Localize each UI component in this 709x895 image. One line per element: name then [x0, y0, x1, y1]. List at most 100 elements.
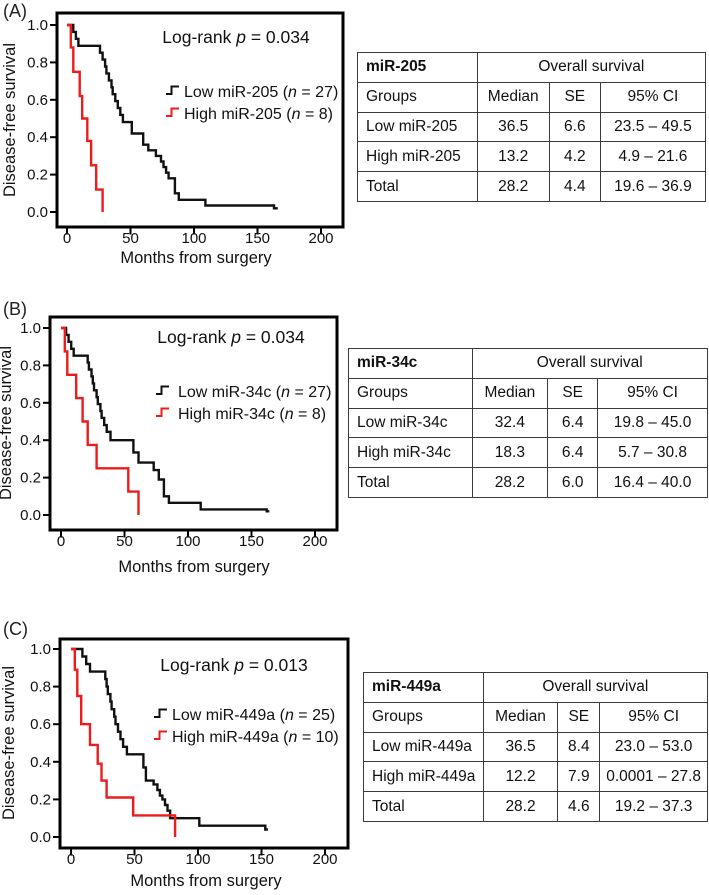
x-tick-label: 50 [122, 230, 139, 247]
se-cell: 6.4 [547, 437, 599, 469]
group-cell: Total [348, 467, 473, 498]
logrank-p-value: Log-rank p = 0.034 [162, 27, 310, 47]
legend-step-icon-high [156, 407, 169, 417]
y-tick-label: 0.0 [30, 829, 51, 846]
y-tick-label: 0.8 [27, 54, 48, 71]
legend-step-icon-high [166, 107, 179, 117]
x-axis-label: Months from surgery [130, 872, 282, 890]
median-cell: 13.2 [476, 141, 550, 173]
x-tick-label: 150 [245, 230, 270, 247]
ci-cell: 5.7 – 30.8 [597, 437, 708, 469]
km-plot-mir34c: 0 50 100 150 200 1.0 0.8 0.6 0.4 0.2 0.0 Months fro… [0, 315, 339, 576]
median-cell: 36.5 [482, 731, 559, 763]
legend-label-high: High miR-205 (n = 8) [184, 106, 333, 123]
survival-table-mir34c: miR-34c Overall survival Groups Median S… [348, 348, 708, 498]
table-row: Low miR-449a 36.5 8.4 23.0 – 53.0 [363, 731, 708, 763]
col-header-se: SE [547, 377, 599, 409]
group-cell: Low miR-205 [357, 111, 478, 143]
table-row: High miR-34c 18.3 6.4 5.7 – 30.8 [348, 437, 708, 469]
y-tick-label: 0.6 [30, 716, 51, 733]
table-columns-row: Groups Median SE 95% CI [363, 701, 708, 733]
y-tick-label: 1.0 [20, 320, 41, 337]
y-tick-label: 0.2 [20, 470, 41, 487]
legend-label-high: High miR-449a (n = 10) [172, 729, 339, 746]
se-cell: 8.4 [557, 731, 601, 763]
group-cell: Low miR-449a [363, 731, 484, 763]
y-axis-label: Disease-free survival [0, 346, 15, 500]
table-span-header: Overall survival [476, 52, 707, 83]
y-tick-label: 0.2 [30, 791, 51, 808]
col-header-groups: Groups [357, 81, 478, 113]
km-curve-low [61, 326, 270, 513]
ci-cell: 16.4 – 40.0 [597, 467, 708, 498]
se-cell: 4.4 [548, 171, 601, 202]
y-tick-label: 0.2 [27, 167, 48, 184]
panel-a-label: (A) [3, 1, 27, 21]
x-tick-label: 0 [57, 533, 65, 550]
y-tick-label: 0.0 [20, 507, 41, 524]
y-tick-label: 0.4 [20, 432, 41, 449]
y-tick-label: 0.6 [20, 395, 41, 412]
col-header-median: Median [471, 377, 549, 409]
x-tick-label: 100 [175, 533, 200, 550]
legend-step-icon-low [154, 708, 167, 718]
col-header-groups: Groups [348, 377, 473, 409]
col-header-se: SE [557, 701, 601, 733]
plot-frame [48, 315, 339, 532]
se-cell: 6.4 [547, 407, 599, 439]
x-tick-label: 50 [116, 533, 133, 550]
x-tick-label: 150 [249, 851, 274, 868]
group-cell: Total [357, 171, 478, 202]
x-tick-label: 200 [312, 851, 337, 868]
table-row: High miR-449a 12.2 7.9 0.0001 – 27.8 [363, 761, 708, 793]
table-title: miR-34c [348, 348, 473, 379]
table-row: Total 28.2 4.6 19.2 – 37.3 [363, 791, 708, 822]
plot-frame [58, 637, 350, 850]
legend-label-high: High miR-34c (n = 8) [178, 406, 326, 423]
se-cell: 6.0 [547, 467, 599, 498]
table-span-header: Overall survival [471, 348, 708, 379]
km-curve-low [67, 23, 278, 210]
y-tick-label: 1.0 [30, 641, 51, 658]
table-title: miR-205 [357, 52, 478, 83]
table-row: Total 28.2 4.4 19.6 – 36.9 [357, 171, 707, 202]
legend-label-low: Low miR-34c (n = 27) [178, 384, 331, 401]
median-cell: 12.2 [482, 761, 559, 793]
x-tick-label: 0 [67, 851, 75, 868]
table-columns-row: Groups Median SE 95% CI [348, 377, 708, 409]
x-tick-label: 100 [181, 230, 206, 247]
survival-table-mir205: miR-205 Overall survival Groups Median S… [357, 52, 707, 202]
logrank-p-value: Log-rank p = 0.013 [160, 655, 307, 675]
x-tick-label: 100 [185, 851, 210, 868]
km-curve-high [61, 326, 140, 515]
x-tick-label: 200 [302, 533, 327, 550]
ci-cell: 19.6 – 36.9 [599, 171, 707, 202]
group-cell: High miR-205 [357, 141, 478, 173]
group-cell: Low miR-34c [348, 407, 473, 439]
y-tick-label: 0.4 [27, 129, 48, 146]
median-cell: 18.3 [471, 437, 549, 469]
col-header-groups: Groups [363, 701, 484, 733]
logrank-p-value: Log-rank p = 0.034 [157, 327, 305, 347]
ci-cell: 23.0 – 53.0 [599, 731, 708, 763]
table-title: miR-449a [363, 672, 484, 703]
se-cell: 4.2 [548, 141, 601, 173]
x-tick-label: 150 [239, 533, 264, 550]
y-tick-label: 1.0 [27, 17, 48, 34]
x-tick-label: 200 [308, 230, 333, 247]
se-cell: 7.9 [557, 761, 601, 793]
km-plot-mir205: 0 50 100 150 200 1.0 0.8 0.6 0.4 0.2 0.0 Months fro… [1, 11, 345, 267]
legend-step-icon-low [166, 85, 179, 95]
ci-cell: 4.9 – 21.6 [599, 141, 707, 173]
col-header-se: SE [548, 81, 601, 113]
km-curve-high [71, 647, 177, 837]
se-cell: 4.6 [557, 791, 601, 822]
x-tick-label: 50 [126, 851, 143, 868]
km-plot-mir449a: 0 50 100 150 200 1.0 0.8 0.6 0.4 0.2 0.0 Months fro… [0, 637, 350, 890]
y-tick-label: 0.4 [30, 754, 51, 771]
table-span-header: Overall survival [482, 672, 709, 703]
y-axis-label: Disease-free survival [0, 666, 18, 820]
legend-label-low: Low miR-205 (n = 27) [184, 84, 338, 101]
col-header-ci: 95% CI [599, 81, 707, 113]
